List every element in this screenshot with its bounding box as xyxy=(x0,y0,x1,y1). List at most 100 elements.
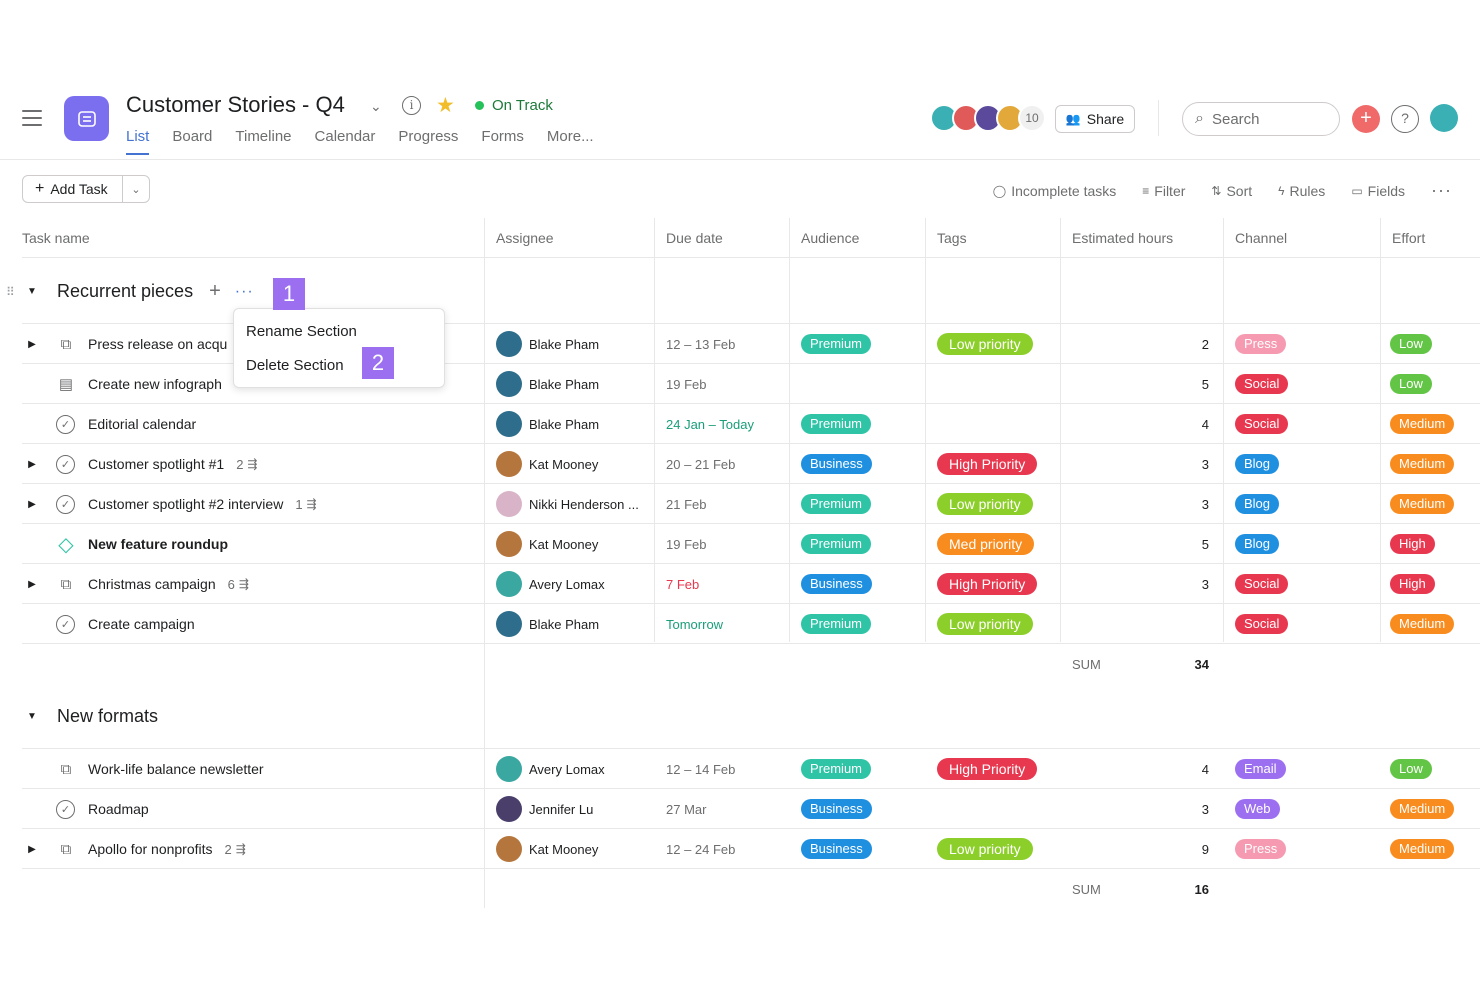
task-name[interactable]: Roadmap xyxy=(88,801,149,817)
assignee-cell[interactable]: Nikki Henderson ... xyxy=(496,484,654,524)
channel-cell[interactable]: Social xyxy=(1235,604,1380,644)
task-name[interactable]: Work-life balance newsletter xyxy=(88,761,264,777)
tags-cell[interactable]: Low priority xyxy=(937,484,1060,524)
tags-cell[interactable]: High Priority xyxy=(937,444,1060,484)
effort-cell[interactable]: Low xyxy=(1390,749,1480,789)
chevron-down-icon[interactable]: ⌄ xyxy=(131,183,141,196)
task-name[interactable]: Create campaign xyxy=(88,616,195,632)
estimated-hours-cell[interactable]: 4 xyxy=(1201,416,1209,432)
user-avatar[interactable] xyxy=(1430,104,1458,132)
task-name-cell[interactable]: ⧉ Work-life balance newsletter xyxy=(22,749,484,789)
collapse-caret-icon[interactable]: ▼ xyxy=(27,286,37,297)
estimated-hours-cell[interactable]: 3 xyxy=(1201,496,1209,512)
assignee-cell[interactable]: Blake Pham xyxy=(496,604,654,644)
tags-cell[interactable]: High Priority xyxy=(937,564,1060,604)
task-name[interactable]: New feature roundup xyxy=(88,536,229,552)
channel-cell[interactable]: Press xyxy=(1235,829,1380,869)
due-date-cell[interactable]: 19 Feb xyxy=(666,376,707,392)
tags-cell[interactable]: Low priority xyxy=(937,604,1060,644)
task-name[interactable]: Apollo for nonprofits xyxy=(88,841,213,857)
table-row[interactable]: ▤ Create new infograph Blake Pham 19 Feb 5 So… xyxy=(22,364,1480,404)
check-circle-icon[interactable]: ✓ xyxy=(56,494,75,514)
section-more-icon[interactable]: ··· xyxy=(234,282,254,300)
channel-cell[interactable]: Social xyxy=(1235,564,1380,604)
tab-forms[interactable]: Forms xyxy=(481,128,524,145)
table-row[interactable]: ▶ ⧉ Apollo for nonprofits 2 ⇶ Kat Mooney 12 – … xyxy=(22,829,1480,869)
rules-button[interactable]: ϟ Rules xyxy=(1278,183,1325,199)
due-date-cell[interactable]: 19 Feb xyxy=(666,536,707,552)
due-date-cell[interactable]: 12 – 13 Feb xyxy=(666,336,736,352)
check-circle-icon[interactable]: ✓ xyxy=(56,799,75,819)
due-date-cell[interactable]: 20 – 21 Feb xyxy=(666,456,736,472)
fields-button[interactable]: ▭ Fields xyxy=(1351,183,1405,199)
expand-subtasks-icon[interactable]: ▶ xyxy=(28,498,36,510)
tab-progress[interactable]: Progress xyxy=(398,128,459,145)
estimated-hours-cell[interactable]: 3 xyxy=(1201,456,1209,472)
info-icon[interactable]: i xyxy=(402,96,421,115)
check-circle-icon[interactable]: ✓ xyxy=(56,614,75,634)
drag-handle-icon[interactable]: ⠿ xyxy=(6,284,15,299)
table-row[interactable]: ▶ ✓ Customer spotlight #1 2 ⇶ Kat Mooney 20 – … xyxy=(22,444,1480,484)
column-header-audience[interactable]: Audience xyxy=(801,230,860,246)
table-row[interactable]: ✓ Editorial calendar Blake Pham 24 Jan – To… xyxy=(22,404,1480,444)
add-task-to-section-icon[interactable]: + xyxy=(209,280,221,302)
task-name[interactable]: Editorial calendar xyxy=(88,416,197,432)
audience-cell[interactable]: Premium xyxy=(801,749,925,789)
members-avatars[interactable]: 10 xyxy=(930,104,1046,132)
estimated-hours-cell[interactable]: 5 xyxy=(1201,376,1209,392)
audience-cell[interactable]: Business xyxy=(801,789,925,829)
estimated-hours-cell[interactable]: 2 xyxy=(1201,336,1209,352)
estimated-hours-cell[interactable]: 3 xyxy=(1201,576,1209,592)
due-date-cell[interactable]: 12 – 14 Feb xyxy=(666,761,736,777)
audience-cell[interactable]: Premium xyxy=(801,524,925,564)
expand-subtasks-icon[interactable]: ▶ xyxy=(28,578,36,590)
estimated-hours-cell[interactable]: 9 xyxy=(1201,841,1209,857)
search-input[interactable]: ⌕ Search xyxy=(1182,102,1340,136)
task-name-cell[interactable]: ✓ Editorial calendar xyxy=(22,404,484,444)
channel-cell[interactable]: Blog xyxy=(1235,484,1380,524)
assignee-cell[interactable]: Jennifer Lu xyxy=(496,789,654,829)
audience-cell[interactable]: Premium xyxy=(801,604,925,644)
add-task-button[interactable]: + Add Task ⌄ xyxy=(22,175,150,203)
due-date-cell[interactable]: 21 Feb xyxy=(666,496,707,512)
table-row[interactable]: ▶ ✓ Customer spotlight #2 interview 1 ⇶ Nikki… xyxy=(22,484,1480,524)
effort-cell[interactable]: High xyxy=(1390,564,1480,604)
column-header-due-date[interactable]: Due date xyxy=(666,230,723,246)
task-name-cell[interactable]: ✓ Create campaign xyxy=(22,604,484,644)
audience-cell[interactable] xyxy=(801,364,925,404)
channel-cell[interactable]: Blog xyxy=(1235,524,1380,564)
tags-cell[interactable] xyxy=(937,364,1060,404)
task-name-cell[interactable]: ✓ Roadmap xyxy=(22,789,484,829)
help-icon[interactable]: ? xyxy=(1391,105,1419,133)
effort-cell[interactable]: Medium xyxy=(1390,789,1480,829)
channel-cell[interactable]: Press xyxy=(1235,324,1380,364)
rename-section-item[interactable]: Rename Section xyxy=(246,323,357,340)
task-name-cell[interactable]: ▶ ⧉ Christmas campaign 6 ⇶ xyxy=(22,564,484,604)
delete-section-item[interactable]: Delete Section xyxy=(246,357,344,374)
quick-add-button[interactable]: + xyxy=(1352,105,1380,133)
expand-subtasks-icon[interactable]: ▶ xyxy=(28,843,36,855)
audience-cell[interactable]: Business xyxy=(801,564,925,604)
share-button[interactable]: 👥 Share xyxy=(1055,105,1135,133)
tags-cell[interactable] xyxy=(937,789,1060,829)
incomplete-tasks-filter[interactable]: ◯ Incomplete tasks xyxy=(993,183,1117,199)
hamburger-menu-icon[interactable] xyxy=(22,110,42,126)
tags-cell[interactable] xyxy=(937,404,1060,444)
task-name[interactable]: Press release on acqu xyxy=(88,336,228,352)
column-header-effort[interactable]: Effort xyxy=(1392,230,1426,246)
project-status[interactable]: On Track xyxy=(492,97,553,114)
assignee-cell[interactable]: Avery Lomax xyxy=(496,749,654,789)
star-icon[interactable]: ★ xyxy=(436,94,455,117)
table-row[interactable]: ✓ Roadmap Jennifer Lu 27 Mar Business 3 Web Med… xyxy=(22,789,1480,829)
audience-cell[interactable]: Premium xyxy=(801,404,925,444)
task-name-cell[interactable]: ▶ ✓ Customer spotlight #2 interview 1 ⇶ xyxy=(22,484,484,524)
effort-cell[interactable]: Low xyxy=(1390,364,1480,404)
estimated-hours-cell[interactable]: 5 xyxy=(1201,536,1209,552)
channel-cell[interactable]: Social xyxy=(1235,404,1380,444)
table-row[interactable]: ⧉ Work-life balance newsletter Avery Lomax… xyxy=(22,749,1480,789)
channel-cell[interactable]: Email xyxy=(1235,749,1380,789)
more-options-icon[interactable]: ··· xyxy=(1431,180,1452,200)
tab-timeline[interactable]: Timeline xyxy=(235,128,292,145)
collapse-caret-icon[interactable]: ▼ xyxy=(27,711,37,722)
channel-cell[interactable]: Web xyxy=(1235,789,1380,829)
